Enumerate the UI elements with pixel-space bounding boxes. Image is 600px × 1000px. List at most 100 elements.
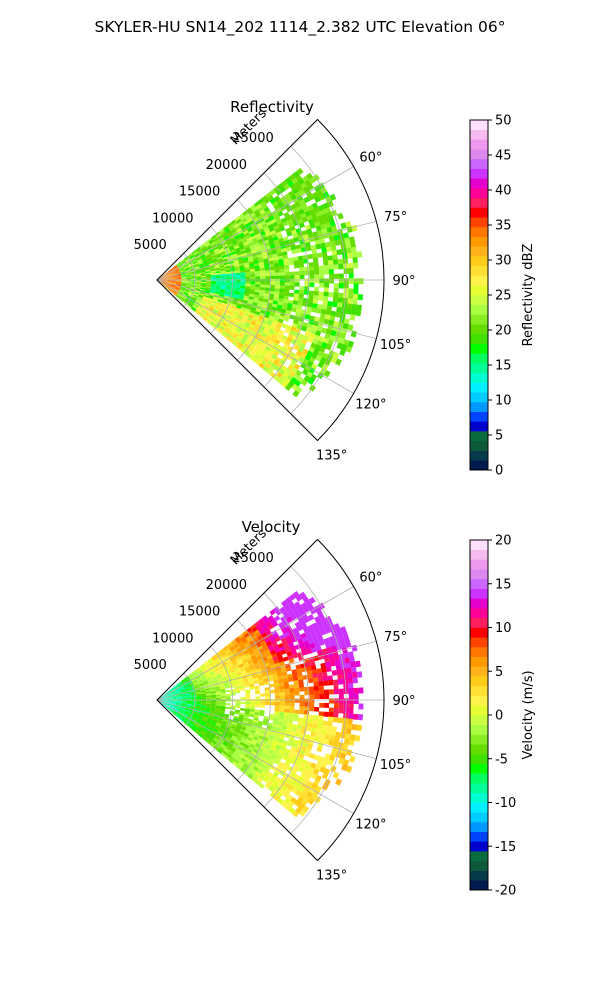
field-cell [181,698,187,700]
field-cell [161,700,167,702]
field-cell [335,778,342,786]
field-cell [239,654,246,660]
field-cell [200,690,206,693]
field-cell [292,300,299,306]
field-cell [171,276,177,278]
azimuth-tick-label: 90° [392,274,415,289]
field-cell [336,249,343,256]
field-cell [172,292,177,296]
field-cell [312,673,318,679]
field-cell [160,283,165,287]
field-cell [181,704,187,706]
field-cell [269,371,277,379]
field-cell [224,335,231,341]
field-cell [305,310,312,316]
field-cell [198,261,204,265]
field-cell [291,787,299,794]
field-cell [249,683,255,688]
field-cell [244,652,250,658]
field-cell [174,689,180,693]
field-cell [279,272,285,277]
field-cell [271,334,278,340]
field-cell [239,685,245,689]
field-cell [321,724,328,731]
field-cell [318,711,324,717]
field-cell [272,330,279,337]
field-cell [226,661,233,666]
field-cell [253,629,260,636]
field-cell [208,716,214,720]
field-cell [289,275,295,280]
field-cell [245,286,251,290]
field-cell [287,765,294,772]
colorbar-bin [470,226,488,237]
field-cell [249,232,256,238]
field-cell [263,646,270,652]
field-cell [222,676,228,681]
field-cell [329,660,336,667]
field-cell [252,647,259,653]
field-cell [176,694,182,697]
field-cell [176,283,182,285]
field-cell [284,368,292,375]
field-cell [271,250,278,255]
field-cell [240,696,246,700]
field-cell [176,283,182,286]
field-cell [206,282,212,284]
field-cell [229,727,236,732]
field-cell [226,735,232,740]
field-cell [204,672,211,677]
colorbar-bin [470,734,488,745]
field-cell [190,720,195,724]
field-cell [339,332,347,340]
field-cell [180,287,186,290]
field-cell [264,690,270,694]
field-cell [328,269,334,275]
field-cell [274,291,280,296]
field-cell [193,252,199,257]
field-cell [197,726,203,731]
field-cell [171,696,177,698]
field-cell [243,743,250,749]
field-cell [199,265,205,269]
field-cell [250,281,256,285]
colorbar-bin [470,627,488,638]
field-cell [238,731,245,736]
field-cell [219,683,225,687]
field-cell [260,693,266,697]
field-cell [171,704,176,706]
field-cell [258,259,264,264]
field-cell [332,771,340,779]
field-cell [186,700,192,702]
field-cell [204,709,211,713]
field-cell [165,705,170,709]
field-cell [306,726,312,732]
field-cell [229,336,236,342]
field-cell [229,712,235,716]
field-cell [171,277,177,279]
field-cell [180,690,186,693]
field-cell [215,282,221,285]
field-cell [263,618,271,625]
field-cell [176,262,182,266]
field-cell [320,223,327,231]
field-cell [166,700,172,702]
field-cell [235,703,241,707]
field-cell [322,720,328,726]
field-cell [310,731,317,737]
field-cell [205,674,211,678]
field-cell [230,707,236,710]
field-cell [199,292,205,295]
colorbar-bin [470,207,488,218]
field-cell [249,711,255,715]
field-cell [328,636,335,643]
field-cell [267,299,274,304]
field-cell [333,712,339,718]
field-cell [349,656,356,663]
azimuth-tick-label: 60° [359,151,382,166]
field-cell [177,683,183,688]
field-cell [280,785,288,792]
field-cell [160,282,165,287]
field-cell [187,715,193,719]
field-cell [173,710,178,714]
